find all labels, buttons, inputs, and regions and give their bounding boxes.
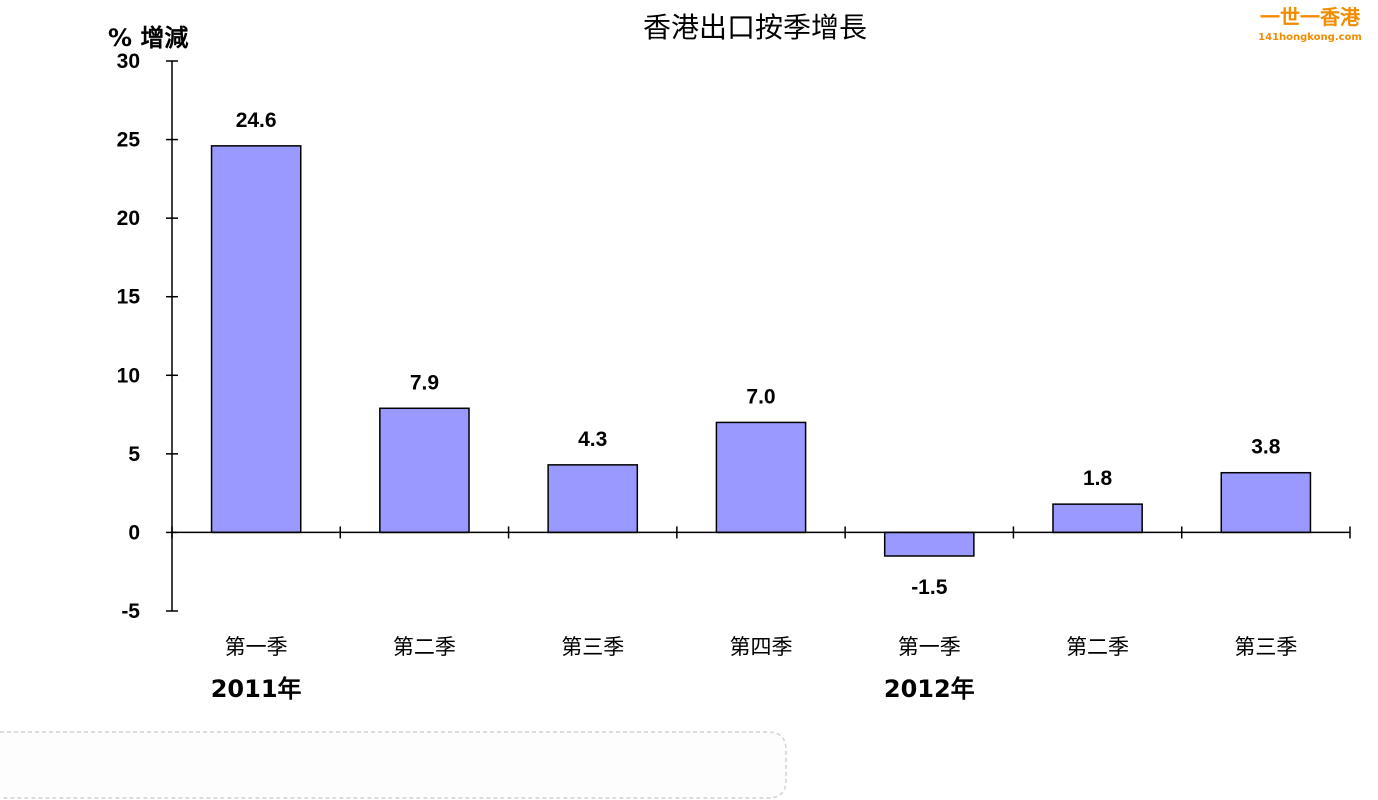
- y-tick-label: 5: [128, 443, 140, 466]
- bar: [547, 464, 639, 534]
- y-tick-label: 30: [117, 50, 140, 73]
- y-tick-label: 25: [117, 129, 141, 152]
- logo-url: 141hongkong.com: [1258, 32, 1362, 43]
- bar: [210, 145, 302, 534]
- year-label: 2011年: [211, 675, 302, 703]
- category-label: 第一季: [225, 635, 288, 659]
- data-label: 24.6: [236, 109, 277, 132]
- data-label: 7.9: [410, 371, 439, 394]
- data-label: 4.3: [578, 428, 607, 451]
- empty-caption-panel: [0, 731, 787, 799]
- bar: [715, 421, 807, 534]
- category-label: 第四季: [730, 635, 793, 659]
- category-label: 第三季: [1234, 635, 1297, 659]
- bar: [379, 407, 470, 534]
- y-tick-label: 20: [117, 207, 140, 230]
- data-label: 3.8: [1251, 436, 1281, 459]
- category-label: 第三季: [561, 635, 624, 659]
- x-axis: 第一季 第二季 第三季 第四季 第一季 第二季 第三季 2011年 2012年: [171, 526, 1351, 703]
- y-tick-label: -5: [121, 600, 140, 623]
- y-tick-label: 10: [117, 364, 140, 387]
- data-label: 7.0: [746, 385, 775, 408]
- data-label: 1.8: [1083, 467, 1113, 490]
- bar: [883, 531, 975, 557]
- bar: [1052, 503, 1143, 534]
- y-tick-label: 0: [128, 521, 140, 544]
- category-label: 第二季: [1066, 635, 1129, 659]
- y-axis: 30 25 20 15 10 5 0 -5: [117, 50, 178, 623]
- year-label: 2012年: [884, 675, 975, 703]
- data-label: -1.5: [911, 576, 948, 599]
- category-label: 第一季: [898, 635, 961, 659]
- bar: [1220, 471, 1312, 534]
- y-axis-label: % 增減: [108, 24, 188, 52]
- site-logo: 一世一香港 141hongkong.com: [1258, 5, 1362, 43]
- y-tick-label: 15: [117, 286, 141, 309]
- category-label: 第二季: [393, 635, 456, 659]
- logo-name: 一世一香港: [1260, 5, 1361, 29]
- chart-title: 香港出口按季增長: [643, 11, 867, 44]
- bars: 24.6 7.9 4.3 7.0 -1.5 1.8 3.8: [210, 109, 1312, 599]
